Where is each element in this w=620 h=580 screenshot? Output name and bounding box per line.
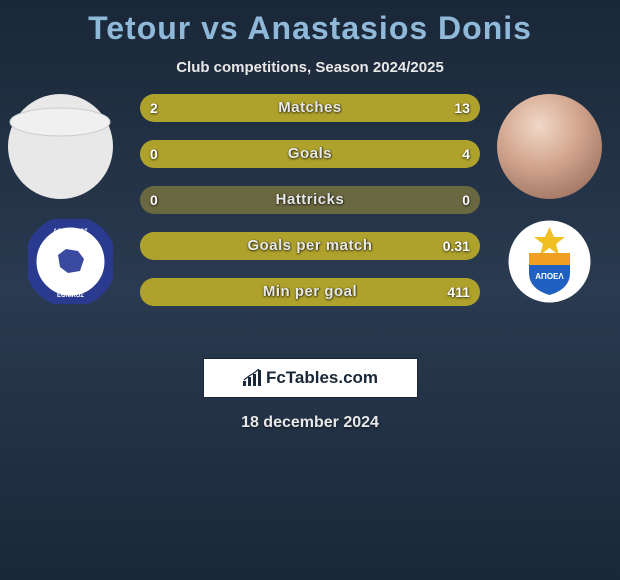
stat-row: 213Matches bbox=[140, 94, 480, 122]
branding-text: FcTables.com bbox=[266, 368, 378, 388]
player-right-club-badge: ΑΠΟΕΛ bbox=[507, 219, 592, 304]
svg-text:ΑΘΛΗΤΙΚΟΣ: ΑΘΛΗΤΙΚΟΣ bbox=[53, 229, 88, 235]
stat-label: Hattricks bbox=[140, 186, 480, 214]
chart-icon bbox=[242, 369, 262, 387]
player-left-club-badge: ΑΘΛΗΤΙΚΟΣ ΕΘΝΙΚΟΣ bbox=[28, 219, 113, 304]
page-title: Tetour vs Anastasios Donis bbox=[0, 0, 620, 47]
subtitle: Club competitions, Season 2024/2025 bbox=[0, 59, 620, 76]
stat-row: 0.31Goals per match bbox=[140, 232, 480, 260]
stat-row: 411Min per goal bbox=[140, 278, 480, 306]
stat-label: Min per goal bbox=[140, 278, 480, 306]
player-right-avatar bbox=[497, 94, 602, 199]
svg-text:ΑΠΟΕΛ: ΑΠΟΕΛ bbox=[535, 272, 564, 281]
comparison-card: Tetour vs Anastasios Donis Club competit… bbox=[0, 0, 620, 580]
stat-label: Goals bbox=[140, 140, 480, 168]
stat-label: Matches bbox=[140, 94, 480, 122]
content-area: ΑΘΛΗΤΙΚΟΣ ΕΘΝΙΚΟΣ ΑΠΟΕΛ 213Matches 04Goal… bbox=[0, 94, 620, 344]
date-label: 18 december 2024 bbox=[0, 414, 620, 432]
player-left-avatar bbox=[8, 94, 113, 199]
stat-row: 04Goals bbox=[140, 140, 480, 168]
branding-box[interactable]: FcTables.com bbox=[203, 358, 418, 398]
stat-label: Goals per match bbox=[140, 232, 480, 260]
svg-text:ΕΘΝΙΚΟΣ: ΕΘΝΙΚΟΣ bbox=[57, 293, 84, 299]
stat-bars: 213Matches 04Goals 00Hattricks 0.31Goals pe… bbox=[140, 94, 480, 324]
stat-row: 00Hattricks bbox=[140, 186, 480, 214]
